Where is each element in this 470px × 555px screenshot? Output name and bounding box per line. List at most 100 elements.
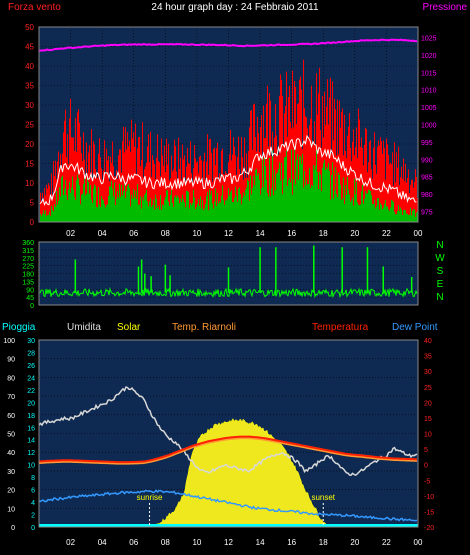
humidity-tick-label: 10: [7, 506, 15, 513]
x-tick-label: 00: [414, 538, 423, 547]
rain-tick-label: 22: [27, 388, 35, 395]
legend-temp-riarnoli: Temp. Riarnoli: [172, 322, 236, 333]
temp-tick-label: 5: [424, 447, 428, 454]
temp-tick-label: 20: [424, 400, 432, 407]
right-tick-label: 1010: [421, 88, 437, 95]
direction-tick-label: 45: [26, 295, 34, 302]
x-tick-label: 04: [98, 538, 107, 547]
rain-tick-label: 30: [27, 338, 35, 345]
humidity-tick-label: 60: [7, 413, 15, 420]
rain-tick-label: 18: [27, 413, 35, 420]
compass-label: N: [436, 292, 443, 303]
left-tick-label: 35: [25, 82, 34, 91]
temp-tick-label: -20: [424, 525, 434, 532]
x-tick-label: 00: [414, 229, 423, 238]
left-tick-label: 10: [25, 179, 34, 188]
x-tick-label: 22: [382, 229, 391, 238]
right-tick-label: 975: [421, 210, 433, 217]
direction-tick-label: 225: [22, 264, 34, 271]
temp-tick-label: 40: [424, 338, 432, 345]
rain-tick-label: 2: [31, 513, 35, 520]
x-tick-label: 10: [192, 538, 201, 547]
left-tick-label: 5: [30, 199, 35, 208]
left-tick-label: 0: [30, 218, 35, 227]
right-tick-label: 990: [421, 157, 433, 164]
x-tick-label: 02: [66, 229, 75, 238]
pressure-line: [38, 38, 418, 52]
x-tick-label: 08: [161, 229, 170, 238]
panel2-frame: [38, 241, 419, 306]
rain-tick-label: 20: [27, 400, 35, 407]
dewpoint-line: [38, 489, 418, 522]
temp-tick-label: 10: [424, 432, 432, 439]
humidity-tick-label: 0: [11, 525, 15, 532]
temp-tick-label: -10: [424, 494, 434, 501]
humidity-tick-label: 70: [7, 394, 15, 401]
x-tick-label: 10: [192, 229, 201, 238]
x-tick-label: 04: [98, 229, 107, 238]
direction-line: [39, 287, 418, 299]
left-tick-label: 45: [25, 43, 34, 52]
sunrise-label: sunrise: [137, 493, 163, 502]
left-tick-label: 40: [25, 62, 34, 71]
direction-tick-label: 0: [30, 303, 34, 310]
direction-tick-label: 315: [22, 248, 34, 255]
right-tick-label: 1005: [421, 105, 437, 112]
left-tick-label: 25: [25, 121, 34, 130]
right-tick-label: 1020: [421, 53, 437, 60]
sunset-label: sunset: [311, 493, 335, 502]
x-tick-label: 18: [319, 538, 328, 547]
temp-tick-label: -5: [424, 478, 430, 485]
panel1-frame: [38, 26, 419, 223]
rain-tick-label: 14: [27, 438, 35, 445]
right-tick-label: 1025: [421, 35, 437, 42]
right-tick-label: 985: [421, 175, 433, 182]
humidity-tick-label: 50: [7, 432, 15, 439]
panel3-frame: [38, 339, 419, 528]
right-axis-label: Pressione: [423, 2, 468, 13]
right-tick-label: 980: [421, 192, 433, 199]
chart-title: 24 hour graph day : 24 Febbraio 2011: [151, 2, 319, 13]
x-tick-label: 12: [224, 229, 233, 238]
x-tick-label: 02: [66, 538, 75, 547]
direction-tick-label: 270: [22, 256, 34, 263]
x-tick-label: 14: [256, 229, 265, 238]
temp-tick-label: 0: [424, 463, 428, 470]
direction-tick-label: 180: [22, 272, 34, 279]
rain-tick-label: 0: [31, 525, 35, 532]
humidity-tick-label: 30: [7, 469, 15, 476]
x-tick-label: 16: [287, 229, 296, 238]
direction-tick-label: 90: [26, 287, 34, 294]
rain-tick-label: 10: [27, 463, 35, 470]
compass-label: S: [437, 266, 444, 277]
temp-riarnoli-line: [38, 437, 418, 465]
humidity-tick-label: 80: [7, 375, 15, 382]
rain-tick-label: 4: [31, 500, 35, 507]
temperature-line: [38, 435, 418, 464]
left-tick-label: 30: [25, 101, 34, 110]
legend-dew-point: Dew Point: [392, 322, 438, 333]
x-tick-label: 20: [350, 229, 359, 238]
right-tick-label: 1015: [421, 70, 437, 77]
right-tick-label: 995: [421, 140, 433, 147]
x-tick-label: 20: [350, 538, 359, 547]
temp-tick-label: 15: [424, 416, 432, 423]
legend-temperatura: Temperatura: [312, 322, 369, 333]
rain-tick-label: 16: [27, 425, 35, 432]
humidity-tick-label: 40: [7, 450, 15, 457]
x-tick-label: 14: [256, 538, 265, 547]
x-tick-label: 06: [129, 538, 138, 547]
left-tick-label: 50: [25, 23, 34, 32]
humidity-tick-label: 100: [3, 338, 15, 345]
humidity-line: [38, 386, 418, 477]
x-tick-label: 08: [161, 538, 170, 547]
x-tick-label: 16: [287, 538, 296, 547]
x-tick-label: 12: [224, 538, 233, 547]
right-tick-label: 1000: [421, 123, 437, 130]
direction-tick-label: 135: [22, 279, 34, 286]
x-tick-label: 06: [129, 229, 138, 238]
x-tick-label: 22: [382, 538, 391, 547]
rain-tick-label: 6: [31, 488, 35, 495]
temp-tick-label: -15: [424, 509, 434, 516]
